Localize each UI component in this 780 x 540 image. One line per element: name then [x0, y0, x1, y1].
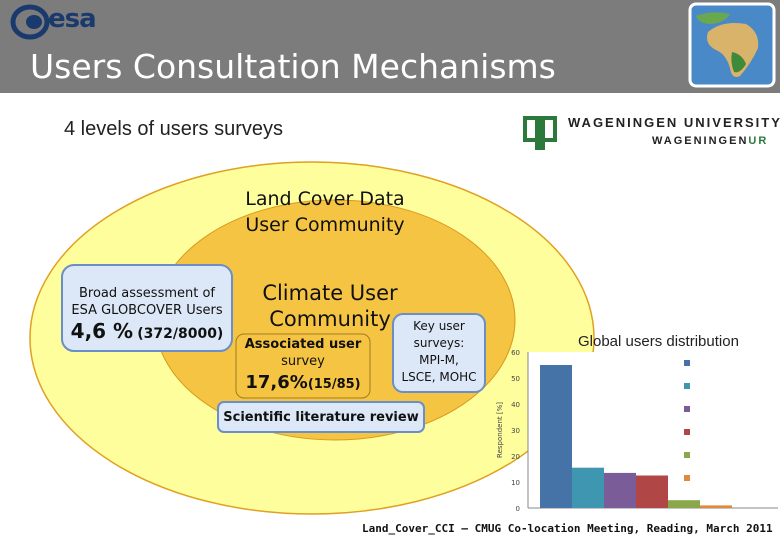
literature-review-box: [217, 401, 425, 433]
esa-brand: esa: [48, 4, 97, 34]
bar-north-america: [572, 467, 604, 508]
y-tick-label: 20: [511, 453, 520, 461]
y-axis-label: Respondent [%]: [496, 402, 504, 458]
key-surveys-box: [392, 313, 486, 393]
broad-assessment-label: Broad assessment of ESA GLOBCOVER Users …: [70, 286, 224, 343]
y-tick-label: 10: [511, 479, 520, 487]
land-cover-map-icon: [688, 2, 776, 88]
outer-community-label: Land Cover Data User Community: [245, 188, 405, 236]
bar-africa: [668, 500, 700, 508]
header-bar: esa Users Consultation Mechanisms: [0, 0, 780, 93]
literature-review-label: Scientific literature review: [223, 410, 419, 425]
esa-logo-icon: [10, 4, 50, 40]
legend-swatch: [684, 383, 690, 389]
y-tick-label: 30: [511, 427, 520, 435]
bar-europe: [540, 365, 572, 508]
wageningen-logo-icon: [523, 116, 557, 150]
associated-survey-label: Associated user survey 17,6%(15/85): [244, 337, 362, 393]
legend-swatch: [684, 475, 690, 481]
page-title: Users Consultation Mechanisms: [30, 47, 556, 86]
legend-label: North America: [693, 380, 780, 394]
partner-subname: WAGENINGENUR: [652, 135, 769, 147]
legend-label: Asia: [693, 403, 718, 417]
legend-label: Europe: [693, 357, 735, 371]
y-tick-label: 0: [516, 505, 520, 513]
bar-australia: [700, 505, 732, 508]
associated-survey-box: [235, 333, 371, 399]
y-tick-label: 60: [511, 349, 520, 357]
legend-label: Australia: [693, 472, 746, 486]
climate-community-label: Climate User Community: [262, 281, 398, 331]
legend-swatch: [684, 429, 690, 435]
y-tick-label: 40: [511, 401, 520, 409]
legend-label: South America: [693, 426, 780, 440]
bar-asia: [604, 472, 636, 508]
legend-swatch: [684, 360, 690, 366]
users-distribution-chart: 0 10 20 30 40 50 60 Respondent [%] Europe North A…: [496, 349, 780, 513]
subtitle: 4 levels of users surveys: [64, 118, 283, 140]
legend-swatch: [684, 406, 690, 412]
footer: Land_Cover_CCI – CMUG Co-location Meetin…: [362, 522, 773, 535]
y-tick-label: 50: [511, 375, 520, 383]
chart-title: Global users distribution: [578, 333, 739, 350]
legend-label: Africa: [693, 449, 727, 463]
bar-south-america: [636, 475, 668, 508]
legend-swatch: [684, 452, 690, 458]
key-surveys-label: Key user surveys: MPI-M, LSCE, MOHC: [401, 319, 477, 384]
broad-assessment-box: [61, 264, 233, 352]
partner-name: WAGENINGEN UNIVERSITY: [568, 115, 780, 130]
